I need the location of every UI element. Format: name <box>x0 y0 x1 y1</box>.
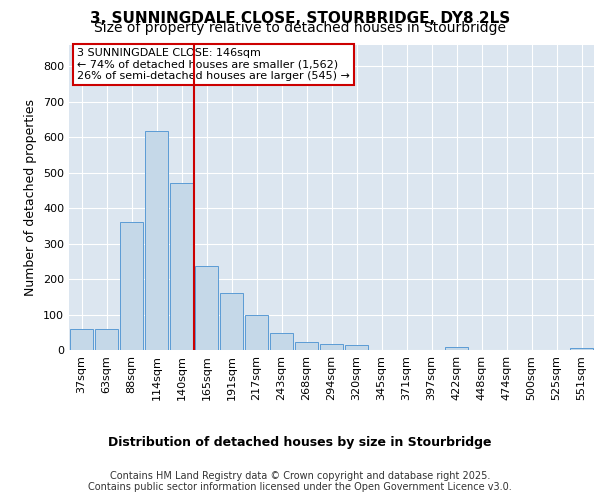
Bar <box>320 344 343 350</box>
Bar <box>95 328 118 350</box>
Bar <box>119 222 143 350</box>
Bar <box>569 348 593 350</box>
Bar <box>344 346 368 350</box>
Text: 3, SUNNINGDALE CLOSE, STOURBRIDGE, DY8 2LS: 3, SUNNINGDALE CLOSE, STOURBRIDGE, DY8 2… <box>90 11 510 26</box>
Bar <box>170 182 193 350</box>
Text: Contains HM Land Registry data © Crown copyright and database right 2025.: Contains HM Land Registry data © Crown c… <box>110 471 490 481</box>
Bar <box>269 333 293 350</box>
Bar <box>220 294 244 350</box>
Bar <box>194 266 218 350</box>
Y-axis label: Number of detached properties: Number of detached properties <box>25 99 37 296</box>
Text: Distribution of detached houses by size in Stourbridge: Distribution of detached houses by size … <box>108 436 492 449</box>
Text: Size of property relative to detached houses in Stourbridge: Size of property relative to detached ho… <box>94 21 506 35</box>
Bar <box>70 328 94 350</box>
Bar <box>145 131 169 350</box>
Bar <box>445 347 469 350</box>
Bar <box>245 315 268 350</box>
Bar <box>295 342 319 350</box>
Text: Contains public sector information licensed under the Open Government Licence v3: Contains public sector information licen… <box>88 482 512 492</box>
Text: 3 SUNNINGDALE CLOSE: 146sqm
← 74% of detached houses are smaller (1,562)
26% of : 3 SUNNINGDALE CLOSE: 146sqm ← 74% of det… <box>77 48 350 82</box>
